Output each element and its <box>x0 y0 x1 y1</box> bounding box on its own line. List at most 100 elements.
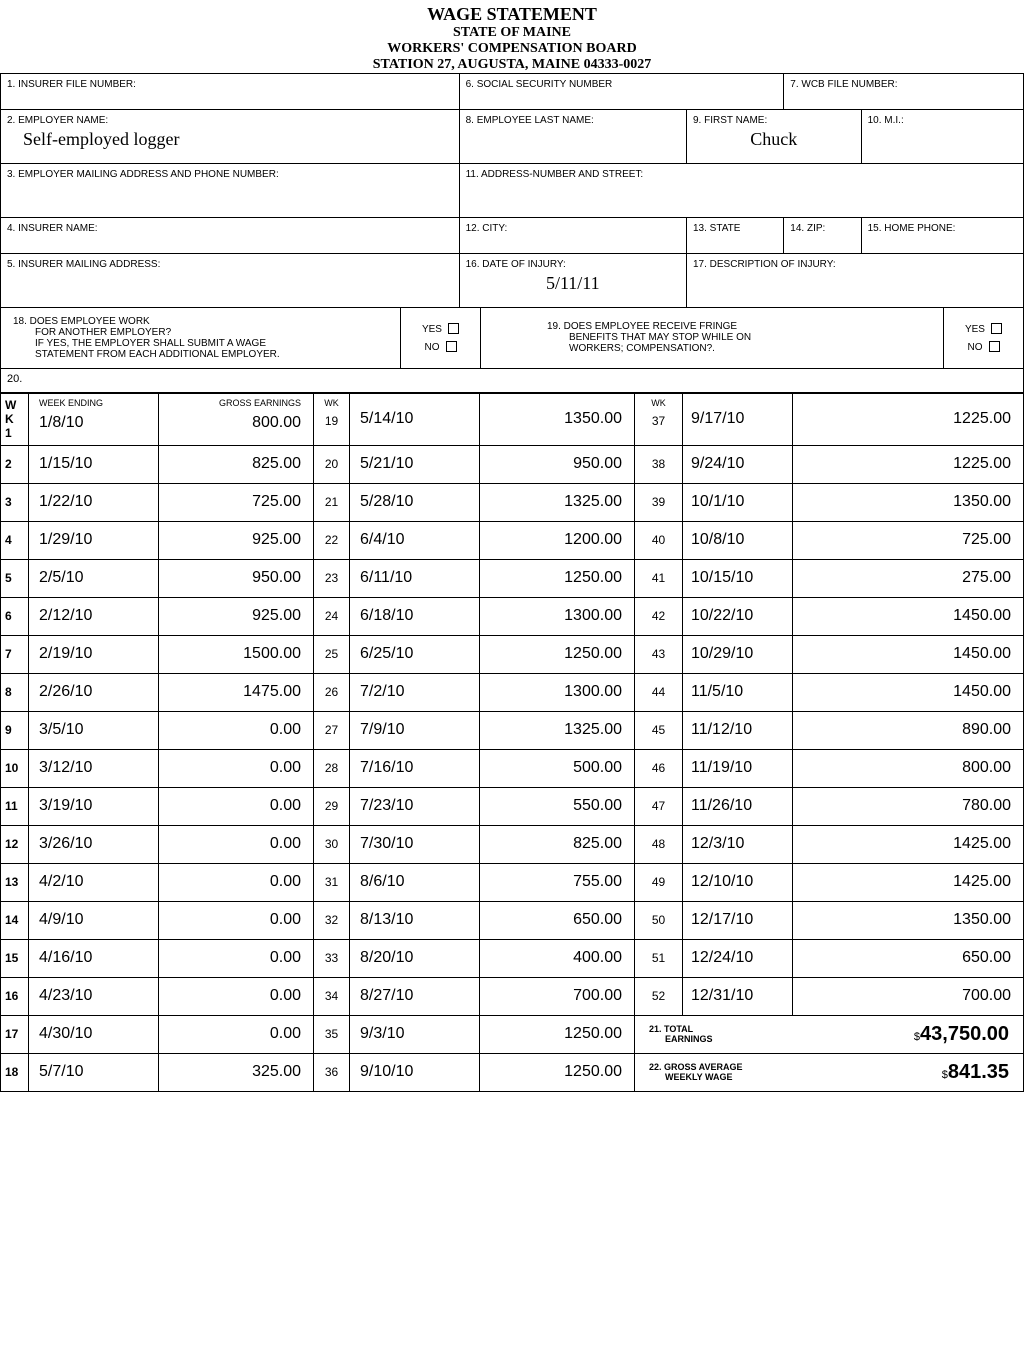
table-row-date3: 10/15/10 <box>683 559 793 597</box>
field20-label: 20. <box>7 373 22 385</box>
field-date-injury: 16. DATE OF INJURY: 5/11/11 <box>459 254 686 308</box>
checkbox-18-yes[interactable] <box>448 323 459 334</box>
field6-label: 6. SOCIAL SECURITY NUMBER <box>466 79 613 90</box>
table-row-wk1: 3 <box>1 483 29 521</box>
table-row-earn2: 1200.00 <box>480 521 635 559</box>
table-row-wk3: 51 <box>635 939 683 977</box>
table-row-earn2: 1300.00 <box>480 673 635 711</box>
field1-label: 1. INSURER FILE NUMBER: <box>7 79 136 90</box>
earn-1-1: 800.00 <box>165 408 301 432</box>
yes-label-2: YES <box>965 324 985 335</box>
table-row-earn1: 825.00 <box>159 445 314 483</box>
title-station: STATION 27, AUGUSTA, MAINE 04333-0027 <box>0 57 1024 73</box>
field-zip: 14. ZIP: <box>784 218 861 254</box>
table-row-earn3: 725.00 <box>793 521 1024 559</box>
table-row-wk1: 13 <box>1 863 29 901</box>
checkbox-19-no[interactable] <box>989 341 1000 352</box>
field4-label: 4. INSURER NAME: <box>7 223 98 234</box>
earnings-label: EARNINGS <box>649 1034 713 1044</box>
field2-label: 2. EMPLOYER NAME: <box>7 115 108 126</box>
table-row-earn1: 1475.00 <box>159 673 314 711</box>
table-row-date1: 2/5/10 <box>29 559 159 597</box>
table-row-earn2: 400.00 <box>480 939 635 977</box>
table-row-earn2: 650.00 <box>480 901 635 939</box>
table-row-wk1: 4 <box>1 521 29 559</box>
table-row-wk3: 49 <box>635 863 683 901</box>
checkbox-18-no[interactable] <box>446 341 457 352</box>
avg-label-2: WEEKLY WAGE <box>649 1072 743 1082</box>
table-row-date1: 4/9/10 <box>29 901 159 939</box>
date-18: 5/7/10 <box>29 1053 159 1091</box>
table-row-earn1: 725.00 <box>159 483 314 521</box>
table-row-wk2: 29 <box>314 787 350 825</box>
wk-17: 17 <box>1 1015 29 1053</box>
wk-w: W <box>5 398 24 412</box>
table-row-wk3: 44 <box>635 673 683 711</box>
field18-line3: IF YES, THE EMPLOYER SHALL SUBMIT A WAGE <box>13 338 266 349</box>
table-row-earn3: 800.00 <box>793 749 1024 787</box>
avg-wage-cell: 22. GROSS AVERAGE WEEKLY WAGE $841.35 <box>635 1053 1024 1091</box>
total-earnings-cell: 21. TOTAL EARNINGS $43,750.00 <box>635 1015 1024 1053</box>
table-row-date2: 7/30/10 <box>350 825 480 863</box>
field17-label: 17. DESCRIPTION OF INJURY: <box>693 259 836 270</box>
table-row-earn3: 700.00 <box>793 977 1024 1015</box>
table-row-earn2: 550.00 <box>480 787 635 825</box>
field-wcb-file: 7. WCB FILE NUMBER: <box>784 74 1024 110</box>
table-row-date1: 3/26/10 <box>29 825 159 863</box>
table-row-date1: 1/15/10 <box>29 445 159 483</box>
field10-label: 10. M.I.: <box>868 115 904 126</box>
table-row-earn3: 1425.00 <box>793 863 1024 901</box>
table-row-date2: 8/6/10 <box>350 863 480 901</box>
field-insurer-address: 5. INSURER MAILING ADDRESS: <box>1 254 460 308</box>
field18-line4: STATEMENT FROM EACH ADDITIONAL EMPLOYER. <box>13 349 280 360</box>
table-row-date3: 10/29/10 <box>683 635 793 673</box>
table-row-wk2: 20 <box>314 445 350 483</box>
field18-line2: FOR ANOTHER EMPLOYER? <box>13 327 171 338</box>
table-row-earn2: 825.00 <box>480 825 635 863</box>
table-row-date2: 5/28/10 <box>350 483 480 521</box>
table-row-wk2: 30 <box>314 825 350 863</box>
field-ssn: 6. SOCIAL SECURITY NUMBER <box>459 74 784 110</box>
table-row-earn2: 500.00 <box>480 749 635 787</box>
earn-35: 1250.00 <box>480 1015 635 1053</box>
table-row-date2: 8/27/10 <box>350 977 480 1015</box>
field-first-name: 9. FIRST NAME: Chuck <box>686 110 861 164</box>
no-label-1: NO <box>424 342 439 353</box>
table-row-earn1: 0.00 <box>159 711 314 749</box>
field-20: 20. <box>1 368 1024 392</box>
field19-line3: WORKERS; COMPENSATION?. <box>547 343 715 354</box>
table-row-earn3: 275.00 <box>793 559 1024 597</box>
table-row-date2: 7/16/10 <box>350 749 480 787</box>
table-row-earn1: 0.00 <box>159 863 314 901</box>
table-row-wk1: 8 <box>1 673 29 711</box>
table-row-wk1: 14 <box>1 901 29 939</box>
table-row-date1: 2/19/10 <box>29 635 159 673</box>
checkbox-19-yes[interactable] <box>991 323 1002 334</box>
table-row-earn1: 0.00 <box>159 977 314 1015</box>
wk-label-2: WK <box>320 398 343 408</box>
table-row-wk3: 47 <box>635 787 683 825</box>
earn-header-3: 1225.00 <box>793 393 1024 445</box>
table-row-date3: 10/1/10 <box>683 483 793 521</box>
field-employee-last: 8. EMPLOYEE LAST NAME: <box>459 110 686 164</box>
table-row-wk1: 5 <box>1 559 29 597</box>
table-row-wk2: 27 <box>314 711 350 749</box>
table-row-date2: 7/2/10 <box>350 673 480 711</box>
table-row-earn1: 1500.00 <box>159 635 314 673</box>
wk-37: 37 <box>641 408 676 428</box>
field-19: 19. DOES EMPLOYEE RECEIVE FRINGE BENEFIT… <box>481 308 944 368</box>
wk-1: 1 <box>5 426 24 440</box>
table-row-earn1: 0.00 <box>159 749 314 787</box>
table-row-date3: 12/17/10 <box>683 901 793 939</box>
table-row-wk2: 23 <box>314 559 350 597</box>
field3-label: 3. EMPLOYER MAILING ADDRESS AND PHONE NU… <box>7 169 279 180</box>
table-row-earn2: 1250.00 <box>480 635 635 673</box>
earn-36: 1250.00 <box>480 1053 635 1091</box>
table-row-earn1: 925.00 <box>159 597 314 635</box>
field16-value: 5/11/11 <box>466 270 680 294</box>
wage-table: W K 1 WEEK ENDING 1/8/10 GROSS EARNINGS … <box>0 393 1024 1092</box>
table-row-date2: 5/21/10 <box>350 445 480 483</box>
table-row-date3: 12/31/10 <box>683 977 793 1015</box>
table-row-wk2: 24 <box>314 597 350 635</box>
table-row-earn1: 925.00 <box>159 521 314 559</box>
